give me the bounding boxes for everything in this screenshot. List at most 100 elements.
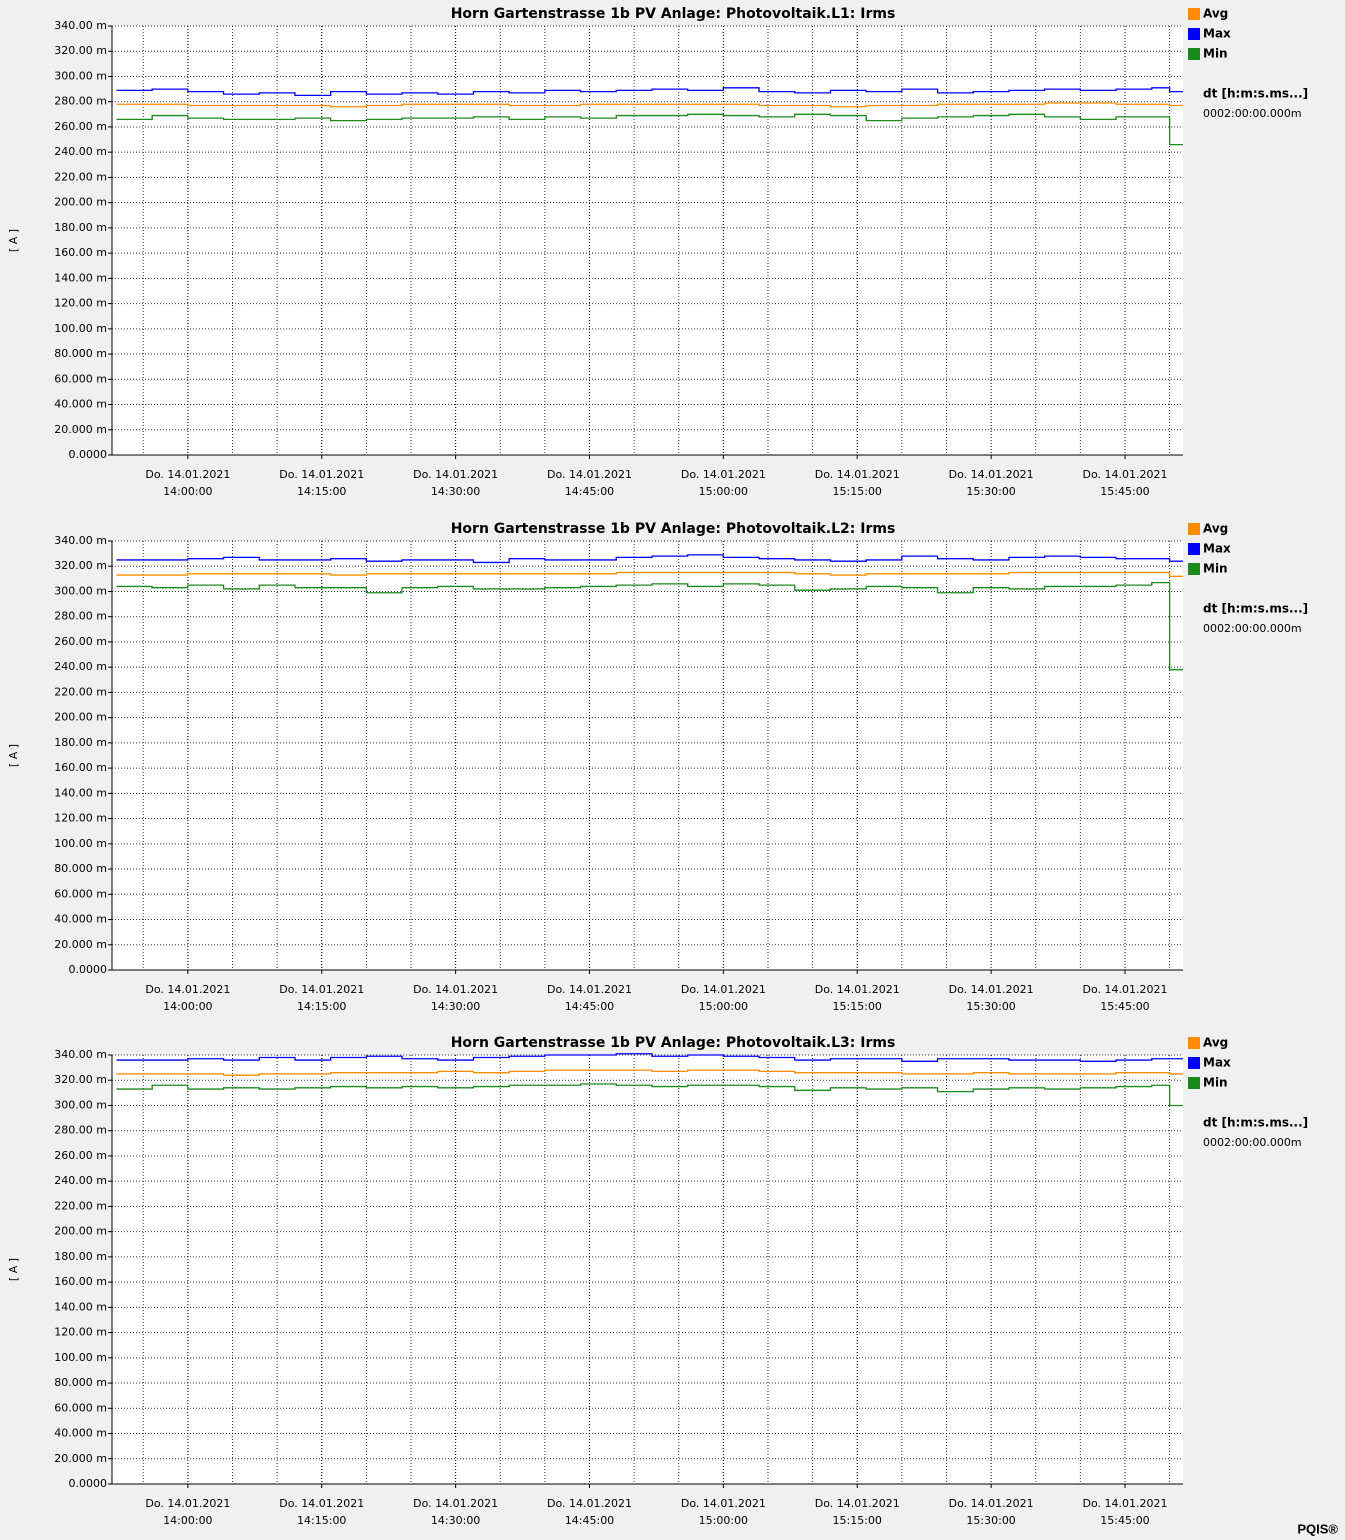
x-tick-label: Do. 14.01.2021 <box>413 1497 498 1510</box>
x-tick-label: 14:45:00 <box>565 1000 614 1013</box>
y-tick-label: 20.000 m <box>54 938 107 951</box>
y-tick-label: 320.00 m <box>54 1073 107 1086</box>
x-tick-label: Do. 14.01.2021 <box>681 983 766 996</box>
x-tick-label: 14:15:00 <box>297 1514 346 1527</box>
series-line <box>116 1053 1183 1062</box>
y-tick-label: 300.00 m <box>54 69 107 82</box>
x-tick-label: Do. 14.01.2021 <box>145 983 230 996</box>
interval-value: 0002:00:00.000m <box>1203 1136 1302 1149</box>
y-tick-label: 140.00 m <box>54 786 107 799</box>
y-tick-label: 320.00 m <box>54 559 107 572</box>
interval-label: dt [h:m:s.ms...] <box>1203 1116 1308 1130</box>
x-tick-label: Do. 14.01.2021 <box>279 983 364 996</box>
y-tick-label: 180.00 m <box>54 736 107 749</box>
x-tick-label: Do. 14.01.2021 <box>1082 1497 1167 1510</box>
y-axis-label: [ A ] <box>7 1258 20 1281</box>
y-tick-label: 60.000 m <box>54 887 107 900</box>
x-tick-label: 14:45:00 <box>565 1514 614 1527</box>
legend-label: Max <box>1203 542 1231 556</box>
x-tick-label: 14:30:00 <box>431 485 480 498</box>
x-tick-label: 14:30:00 <box>431 1514 480 1527</box>
y-tick-label: 40.000 m <box>54 398 107 411</box>
x-tick-label: 15:30:00 <box>966 485 1015 498</box>
legend-swatch <box>1188 8 1200 20</box>
y-tick-label: 120.00 m <box>54 1326 107 1339</box>
chart: Horn Gartenstrasse 1b PV Anlage: Photovo… <box>7 1035 1308 1527</box>
legend-swatch <box>1188 48 1200 60</box>
x-tick-label: Do. 14.01.2021 <box>681 1497 766 1510</box>
x-tick-label: 15:15:00 <box>833 1000 882 1013</box>
x-tick-label: 15:15:00 <box>833 1514 882 1527</box>
x-tick-label: Do. 14.01.2021 <box>949 983 1034 996</box>
plot-area <box>112 541 1183 970</box>
x-tick-label: Do. 14.01.2021 <box>815 1497 900 1510</box>
x-tick-label: 15:00:00 <box>699 485 748 498</box>
x-tick-label: Do. 14.01.2021 <box>279 1497 364 1510</box>
x-tick-label: 14:00:00 <box>163 1514 212 1527</box>
legend-swatch <box>1188 563 1200 575</box>
y-tick-label: 200.00 m <box>54 711 107 724</box>
y-tick-label: 340.00 m <box>54 1048 107 1061</box>
x-tick-label: 14:15:00 <box>297 1000 346 1013</box>
legend-label: Avg <box>1203 522 1228 536</box>
y-tick-label: 160.00 m <box>54 1275 107 1288</box>
x-tick-label: Do. 14.01.2021 <box>949 468 1034 481</box>
y-tick-label: 240.00 m <box>54 660 107 673</box>
legend-swatch <box>1188 543 1200 555</box>
legend-label: Min <box>1203 47 1228 61</box>
y-tick-label: 160.00 m <box>54 761 107 774</box>
x-tick-label: 14:30:00 <box>431 1000 480 1013</box>
y-tick-label: 340.00 m <box>54 19 107 32</box>
y-tick-label: 140.00 m <box>54 271 107 284</box>
legend-label: Min <box>1203 562 1228 576</box>
y-tick-label: 280.00 m <box>54 95 107 108</box>
y-tick-label: 260.00 m <box>54 1149 107 1162</box>
x-tick-label: 15:15:00 <box>833 485 882 498</box>
chart-title: Horn Gartenstrasse 1b PV Anlage: Photovo… <box>451 6 896 22</box>
x-tick-label: 15:45:00 <box>1100 1000 1149 1013</box>
x-tick-label: 15:30:00 <box>966 1514 1015 1527</box>
legend-label: Max <box>1203 27 1231 41</box>
x-tick-label: Do. 14.01.2021 <box>815 468 900 481</box>
y-tick-label: 40.000 m <box>54 1427 107 1440</box>
x-tick-label: 15:45:00 <box>1100 1514 1149 1527</box>
legend-swatch <box>1188 1037 1200 1049</box>
chart: Horn Gartenstrasse 1b PV Anlage: Photovo… <box>7 521 1308 1013</box>
series-line <box>116 1069 1183 1076</box>
x-tick-label: Do. 14.01.2021 <box>547 468 632 481</box>
interval-label: dt [h:m:s.ms...] <box>1203 87 1308 101</box>
y-tick-label: 80.000 m <box>54 347 107 360</box>
series-line <box>116 1083 1183 1107</box>
y-tick-label: 240.00 m <box>54 1174 107 1187</box>
x-tick-label: Do. 14.01.2021 <box>1082 983 1167 996</box>
y-tick-label: 340.00 m <box>54 534 107 547</box>
interval-value: 0002:00:00.000m <box>1203 107 1302 120</box>
y-tick-label: 300.00 m <box>54 1098 107 1111</box>
y-tick-label: 160.00 m <box>54 246 107 259</box>
series-line <box>116 87 1183 97</box>
series-line <box>116 102 1183 108</box>
x-tick-label: 15:45:00 <box>1100 485 1149 498</box>
y-tick-label: 60.000 m <box>54 1401 107 1414</box>
y-tick-label: 100.00 m <box>54 837 107 850</box>
x-tick-label: 14:00:00 <box>163 485 212 498</box>
y-tick-label: 20.000 m <box>54 1452 107 1465</box>
y-tick-label: 60.000 m <box>54 372 107 385</box>
legend-label: Avg <box>1203 1036 1228 1050</box>
series-line <box>116 571 1183 577</box>
plot-area <box>112 1055 1183 1484</box>
chart-title: Horn Gartenstrasse 1b PV Anlage: Photovo… <box>451 1035 896 1051</box>
x-tick-label: 15:00:00 <box>699 1000 748 1013</box>
x-tick-label: 14:15:00 <box>297 485 346 498</box>
y-tick-label: 260.00 m <box>54 635 107 648</box>
y-tick-label: 0.0000 <box>69 1477 108 1490</box>
x-tick-label: Do. 14.01.2021 <box>413 983 498 996</box>
y-tick-label: 80.000 m <box>54 862 107 875</box>
x-tick-label: Do. 14.01.2021 <box>547 1497 632 1510</box>
y-axis-label: [ A ] <box>7 744 20 767</box>
y-tick-label: 120.00 m <box>54 297 107 310</box>
x-tick-label: Do. 14.01.2021 <box>145 468 230 481</box>
x-tick-label: Do. 14.01.2021 <box>413 468 498 481</box>
y-tick-label: 260.00 m <box>54 120 107 133</box>
chart: Horn Gartenstrasse 1b PV Anlage: Photovo… <box>7 6 1308 498</box>
